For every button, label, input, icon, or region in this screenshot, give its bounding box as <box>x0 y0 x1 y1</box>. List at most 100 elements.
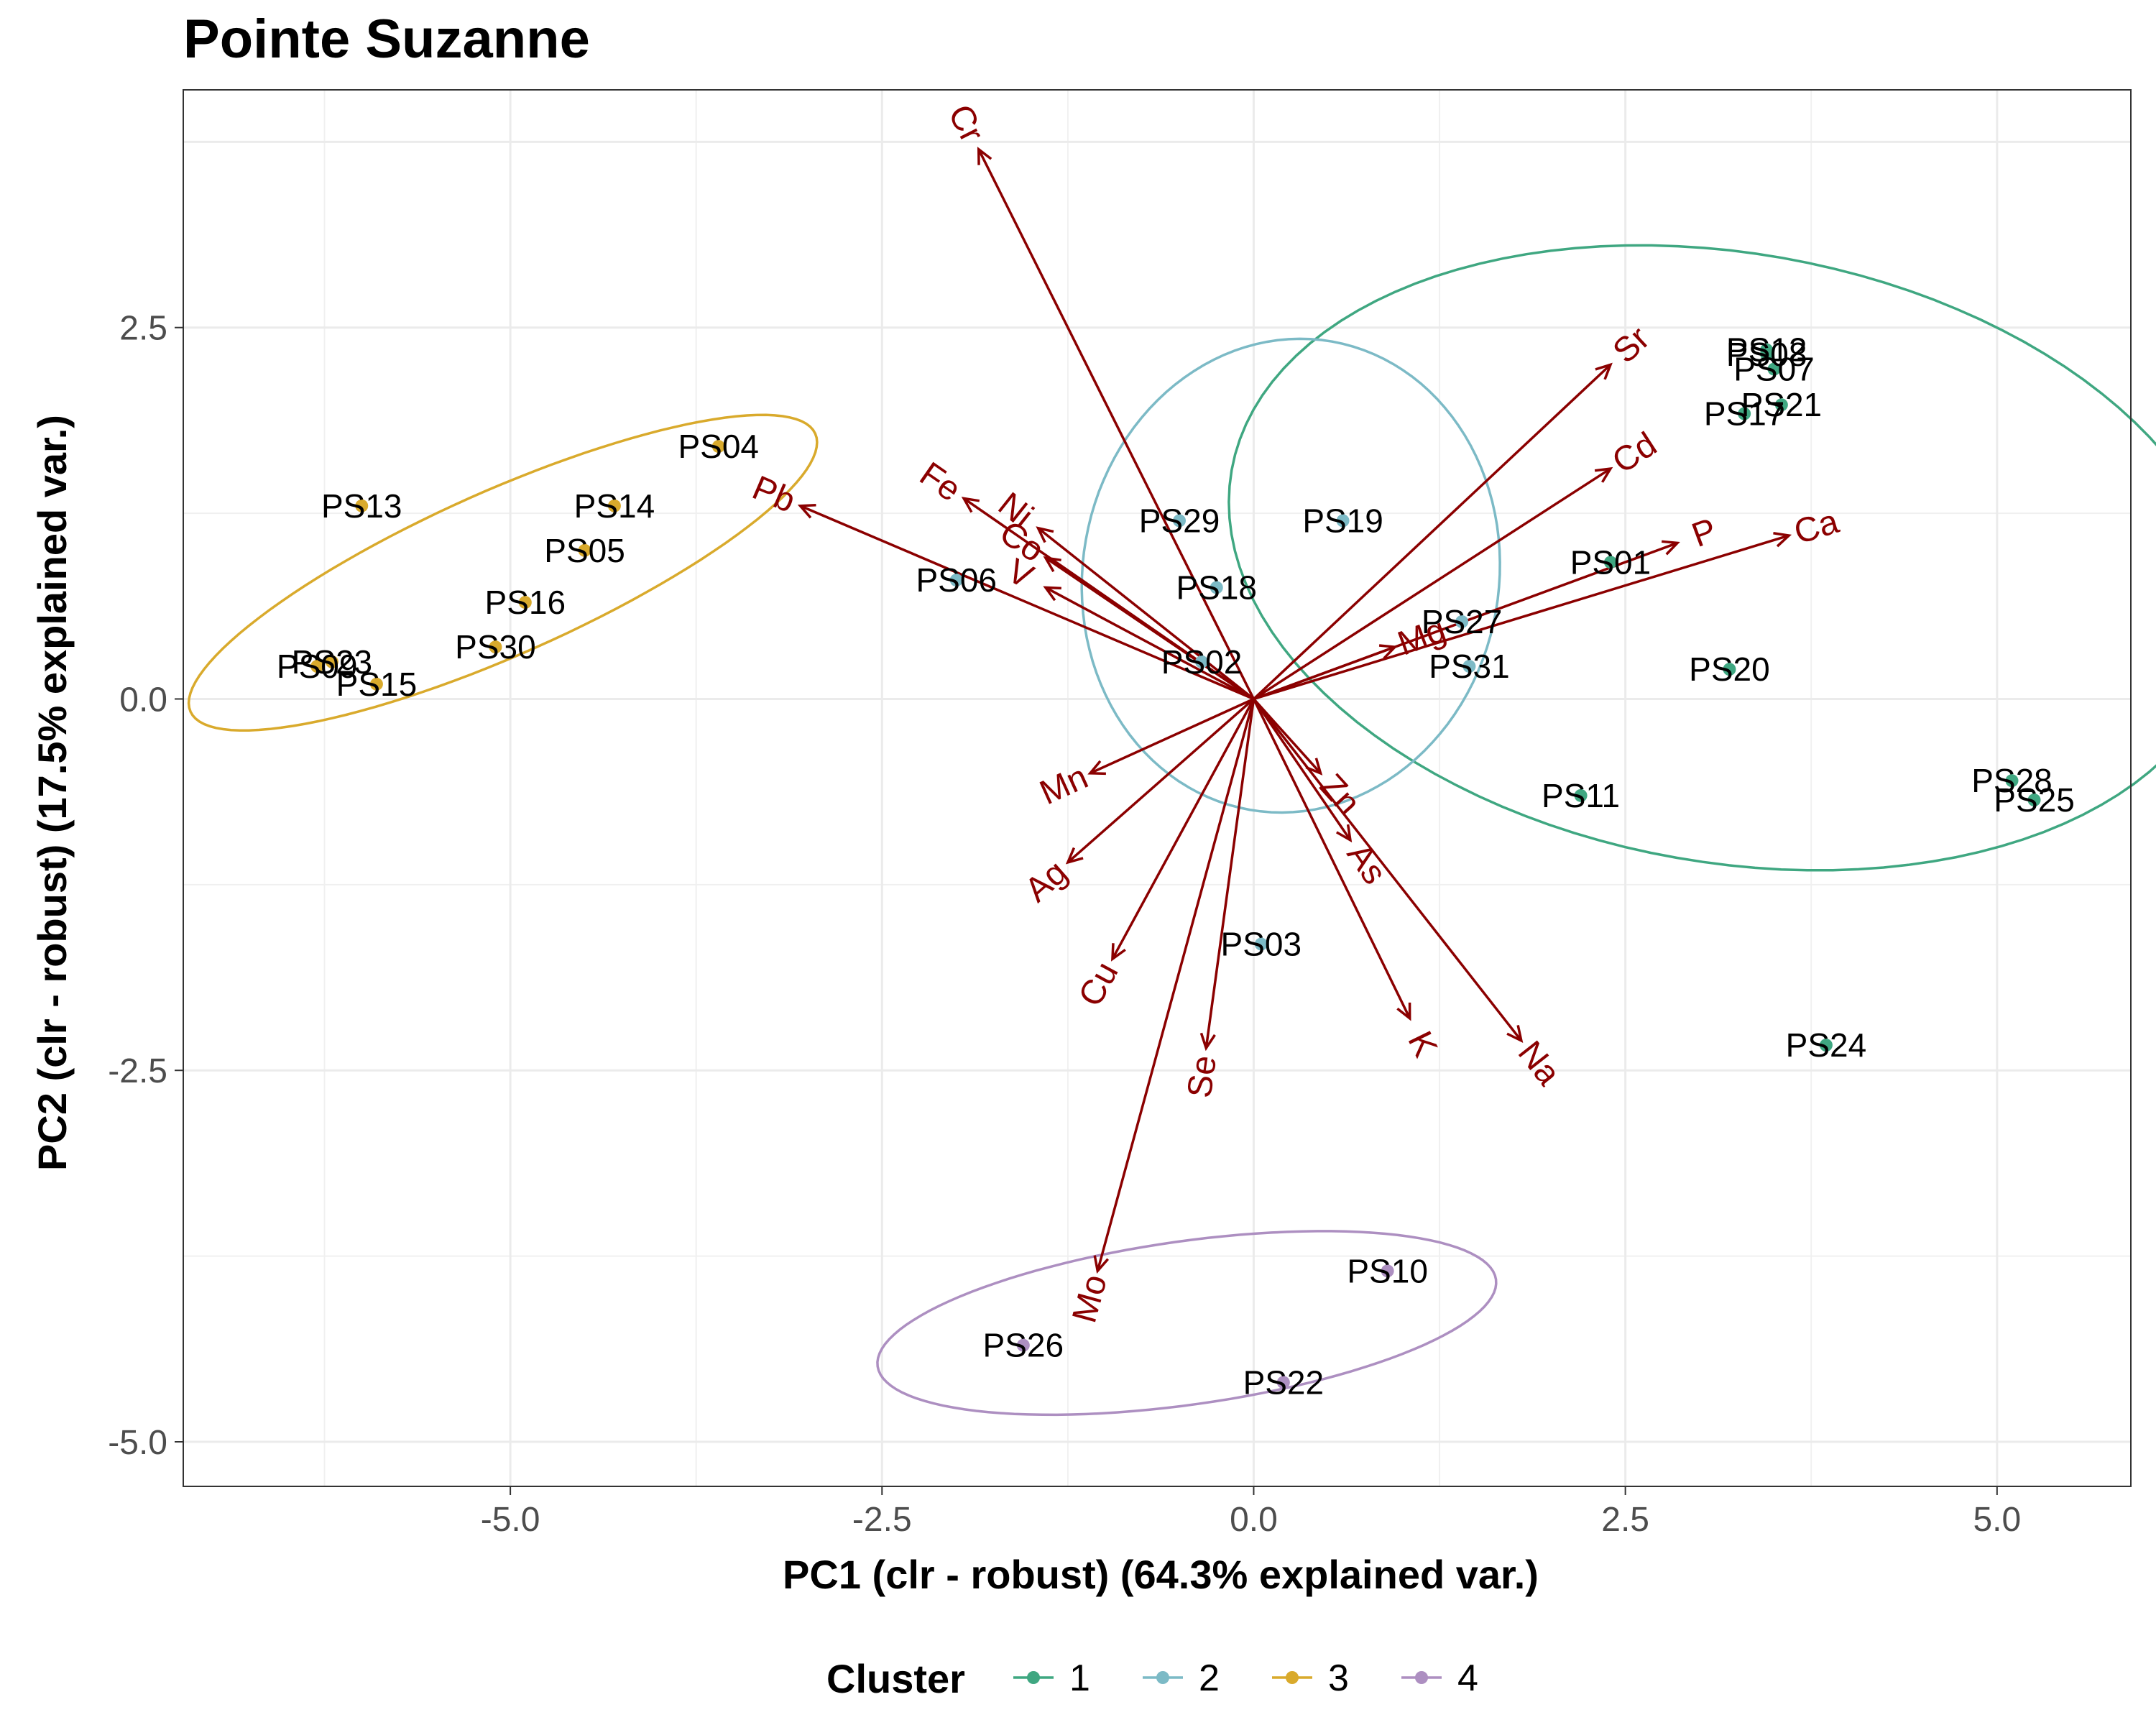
loading-arrowhead-ca <box>1773 532 1792 548</box>
x-tick-label: -5.0 <box>481 1501 540 1539</box>
loading-arrowhead-as <box>1335 824 1353 843</box>
loading-arrow-v <box>1045 586 1255 701</box>
legend-item-1: 1 <box>1013 1657 1090 1699</box>
point-ps03 <box>1254 937 1268 951</box>
loading-arrowhead-zn <box>1305 758 1323 776</box>
point-ps31 <box>1462 660 1476 673</box>
loading-arrowhead-cr <box>977 147 992 165</box>
point-ps02 <box>1195 655 1209 668</box>
legend: Cluster 1 2 3 4 <box>826 1656 1478 1701</box>
point-ps06 <box>949 574 963 587</box>
point-ps01 <box>1603 556 1617 569</box>
loading-arrow-cu <box>1111 698 1256 960</box>
loading-arrow-as <box>1253 698 1352 841</box>
point-ps29 <box>1173 514 1187 528</box>
point-ps30 <box>489 640 502 654</box>
legend-key-point <box>1156 1671 1169 1684</box>
point-label-ps08: PS08 <box>1726 336 1807 373</box>
point-ps22 <box>1276 1376 1290 1389</box>
point-ps17 <box>1738 407 1751 420</box>
loading-arrow-se <box>1204 699 1256 1049</box>
point-label-ps12: PS12 <box>1726 331 1807 369</box>
loading-arrow-co <box>1044 556 1255 700</box>
loading-arrow-ca <box>1253 534 1789 701</box>
x-tick-label: 5.0 <box>1973 1501 2021 1539</box>
cluster-ellipse-1 <box>1227 244 2156 872</box>
point-label-ps17: PS17 <box>1704 395 1785 433</box>
point-ps25 <box>2027 794 2041 807</box>
x-tick-label: -2.5 <box>852 1501 912 1539</box>
legend-key-point <box>1286 1671 1299 1684</box>
point-label-ps11: PS11 <box>1542 777 1620 814</box>
point-label-ps16: PS16 <box>485 584 566 621</box>
point-label-ps28: PS28 <box>1971 762 2053 799</box>
cluster-ellipses <box>187 244 2156 1417</box>
loading-arrow-mo <box>1096 699 1256 1271</box>
loading-arrow-na <box>1253 698 1523 1041</box>
legend-key-point <box>1027 1671 1040 1684</box>
point-label-ps19: PS19 <box>1302 502 1383 539</box>
legend-item-2: 2 <box>1143 1657 1220 1699</box>
major-gridlines <box>183 90 2131 1486</box>
point-label-ps29: PS29 <box>1139 502 1220 539</box>
loading-arrow-ni <box>1037 527 1255 700</box>
legend-label: 4 <box>1457 1657 1478 1699</box>
x-tick-label: 2.5 <box>1601 1501 1649 1539</box>
point-ps05 <box>578 543 591 557</box>
loading-arrowhead-pb <box>797 503 816 519</box>
loading-arrowhead-cd <box>1594 466 1613 483</box>
chart-title: Pointe Suzanne <box>183 9 590 70</box>
loading-arrowhead-co <box>1043 556 1061 573</box>
loading-arrowhead-k <box>1396 1002 1411 1021</box>
x-axis-ticks: -5.0 -2.5 0.0 2.5 5.0 <box>481 1486 2021 1539</box>
loading-arrowhead-v <box>1043 586 1061 602</box>
legend-label: 2 <box>1199 1657 1220 1699</box>
loading-arrowhead-ni <box>1036 526 1054 543</box>
x-axis-title: PC1 (clr - robust) (64.3% explained var.… <box>783 1552 1539 1597</box>
point-ps27 <box>1455 615 1469 628</box>
point-ps24 <box>1819 1039 1833 1052</box>
point-label-ps13: PS13 <box>321 487 402 525</box>
y-axis-ticks: -5.0 -2.5 0.0 2.5 <box>108 310 183 1462</box>
point-label-ps06: PS06 <box>916 561 997 599</box>
point-ps07 <box>1767 362 1781 376</box>
y-tick-label: -2.5 <box>108 1052 167 1090</box>
point-ps14 <box>607 499 621 512</box>
point-label-ps09: PS09 <box>277 648 358 685</box>
loading-arrowhead-cu <box>1111 943 1126 962</box>
point-ps28 <box>2005 774 2019 788</box>
point-label-ps30: PS30 <box>455 628 536 666</box>
cluster-ellipse-4 <box>876 1230 1498 1417</box>
point-label-ps04: PS04 <box>678 428 759 465</box>
loading-arrow-k <box>1252 698 1411 1019</box>
point-label-ps22: PS22 <box>1243 1363 1325 1401</box>
legend-label: 1 <box>1069 1657 1090 1699</box>
x-tick-label: 0.0 <box>1230 1501 1278 1539</box>
loading-arrowhead-p <box>1661 540 1680 556</box>
legend-title: Cluster <box>826 1656 965 1701</box>
loading-arrow-cd <box>1253 467 1611 700</box>
point-label-ps24: PS24 <box>1786 1026 1867 1064</box>
cluster-ellipse-3 <box>187 413 819 732</box>
point-ps21 <box>1774 398 1788 412</box>
loading-arrowhead-ag <box>1065 847 1084 865</box>
point-ps08 <box>1760 347 1774 361</box>
y-axis-title: PC2 (clr - robust) (17.5% explained var.… <box>29 415 75 1171</box>
loading-arrow-sr <box>1253 364 1612 700</box>
point-label-ps27: PS27 <box>1422 603 1503 640</box>
plot-panel-border <box>183 89 2132 1487</box>
point-label-ps02: PS02 <box>1161 643 1243 681</box>
loading-arrowhead-fe <box>961 497 980 513</box>
loading-arrowhead-mo <box>1093 1255 1110 1274</box>
point-label-ps03: PS03 <box>1221 926 1302 963</box>
point-label-ps23: PS23 <box>292 643 373 681</box>
loading-arrow-cr <box>977 148 1256 700</box>
point-label-ps20: PS20 <box>1689 650 1770 688</box>
point-label-ps25: PS25 <box>1994 781 2075 819</box>
point-ps23 <box>325 655 338 668</box>
point-label-ps31: PS31 <box>1429 648 1510 685</box>
point-ps04 <box>711 440 725 454</box>
legend-item-4: 4 <box>1401 1657 1478 1699</box>
